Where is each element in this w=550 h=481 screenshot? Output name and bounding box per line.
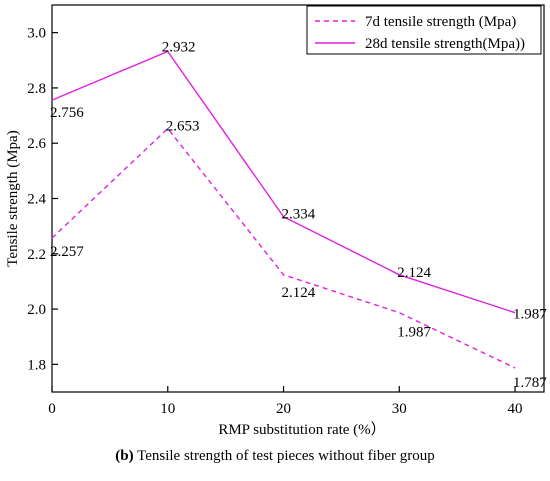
data-label: 1.787: [513, 375, 547, 391]
y-tick-label: 2.6: [27, 136, 46, 152]
data-label: 2.756: [50, 105, 84, 121]
series-line-7d: [51, 127, 516, 369]
plot-frame: [51, 4, 545, 393]
y-axis-label: Tensile strength (Mpa): [5, 130, 21, 266]
y-tick-label: 2.0: [27, 302, 46, 318]
y-tick-label: 3.0: [27, 26, 46, 42]
legend-box: [306, 5, 542, 55]
figure-caption: (b) Tensile strength of test pieces with…: [0, 448, 550, 465]
caption-label: (b): [115, 448, 134, 464]
data-label: 2.653: [166, 119, 200, 135]
data-label: 2.932: [162, 39, 196, 55]
legend-label: 28d tensile strength(Mpa)): [365, 36, 525, 52]
x-tick-label: 20: [276, 401, 291, 417]
y-tick-label: 2.4: [27, 192, 46, 208]
data-label: 2.257: [50, 244, 84, 260]
data-label: 2.124: [282, 285, 316, 301]
x-tick-label: 0: [48, 401, 56, 417]
x-tick-label: 40: [508, 401, 523, 417]
x-tick-label: 30: [392, 401, 407, 417]
x-tick-label: 10: [160, 401, 175, 417]
y-tick-label: 1.8: [27, 357, 46, 373]
y-tick-label: 2.8: [27, 81, 46, 97]
legend-label: 7d tensile strength (Mpa): [365, 14, 516, 30]
caption-text: Tensile strength of test pieces without …: [133, 448, 435, 464]
data-label: 2.124: [397, 265, 431, 281]
data-label: 1.987: [397, 325, 431, 341]
series-line-28d: [51, 50, 516, 314]
y-tick-label: 2.2: [27, 247, 46, 263]
data-label: 1.987: [513, 307, 547, 323]
data-label: 2.334: [282, 207, 316, 223]
x-axis-label: RMP substitution rate (%）: [218, 421, 385, 438]
